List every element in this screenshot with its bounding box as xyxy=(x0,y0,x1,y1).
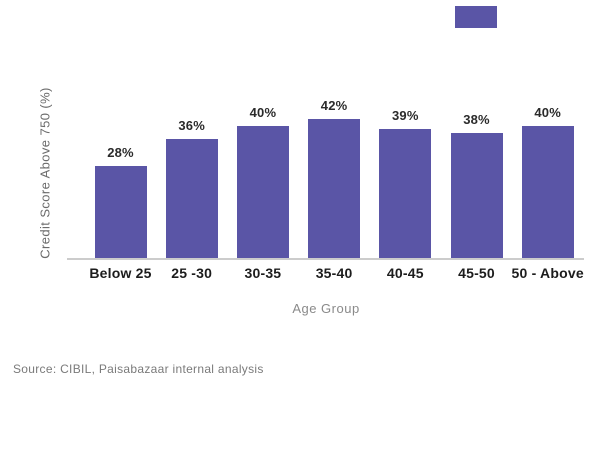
x-tick-label: 45-50 xyxy=(458,265,495,281)
bar-value-label: 42% xyxy=(320,98,348,113)
x-tick-label: Below 25 xyxy=(89,265,152,281)
x-tick-label: 35-40 xyxy=(315,265,353,281)
bar-value-label: 40% xyxy=(249,105,277,120)
bar xyxy=(450,133,503,258)
source-note: Source: CIBIL, Paisabazaar internal anal… xyxy=(13,362,264,376)
bar-value-label: 36% xyxy=(178,118,205,133)
bar-value-label: 39% xyxy=(391,108,419,123)
bar-value-label: 38% xyxy=(463,112,490,127)
bar xyxy=(94,166,147,258)
y-axis-title: Credit Score Above 750 (%) xyxy=(37,87,53,259)
x-tick-label: 25 -30 xyxy=(171,265,213,281)
x-tick-label: 30-35 xyxy=(244,265,282,281)
bar xyxy=(379,129,432,258)
x-axis-line xyxy=(67,258,584,260)
x-tick-label: 50 - Above xyxy=(511,265,584,281)
decorative-rectangle xyxy=(455,6,497,28)
bar-value-label: 28% xyxy=(107,145,134,160)
bar xyxy=(521,126,574,258)
bar xyxy=(308,119,361,258)
bar xyxy=(236,126,289,258)
bar-value-label: 40% xyxy=(534,105,561,120)
x-tick-label: 40-45 xyxy=(386,265,424,281)
x-axis-title: Age Group xyxy=(292,301,360,316)
bar xyxy=(165,139,218,258)
